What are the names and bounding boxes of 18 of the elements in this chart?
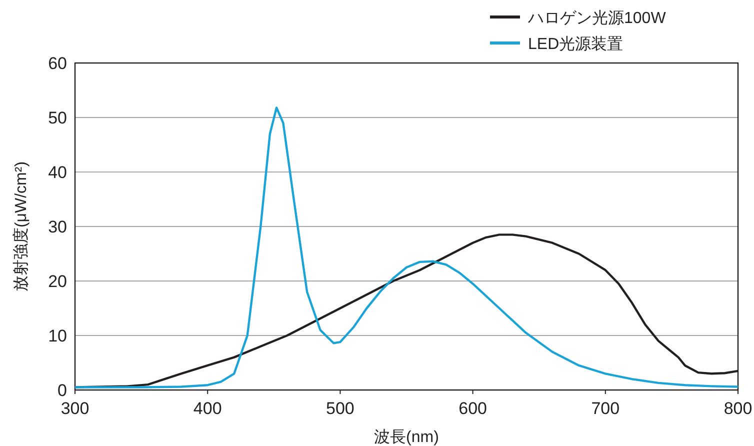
y-tick-label: 30: [48, 218, 67, 236]
x-tick-label: 600: [458, 399, 487, 418]
legend-label: LED光源装置: [528, 35, 624, 53]
x-tick-label: 300: [60, 399, 90, 418]
legend-label: ハロゲン光源100W: [527, 9, 667, 27]
line-series: [74, 106, 740, 388]
y-tick-label: 60: [48, 54, 67, 73]
x-tick-label: 500: [326, 399, 354, 418]
y-tick-label: 10: [48, 326, 67, 346]
y-tick-label: 20: [48, 272, 67, 291]
y-axis-title: 放射強度(μW/cm²): [12, 161, 30, 292]
y-tick-label: 50: [48, 108, 67, 128]
y-tick-label: 40: [48, 163, 67, 182]
y-tick-label: 0: [58, 381, 67, 400]
x-tick-label: 400: [193, 399, 222, 418]
x-tick-label: 800: [724, 399, 752, 418]
x-axis-title: 波長(nm): [374, 428, 439, 446]
x-tick-label: 700: [591, 399, 620, 418]
